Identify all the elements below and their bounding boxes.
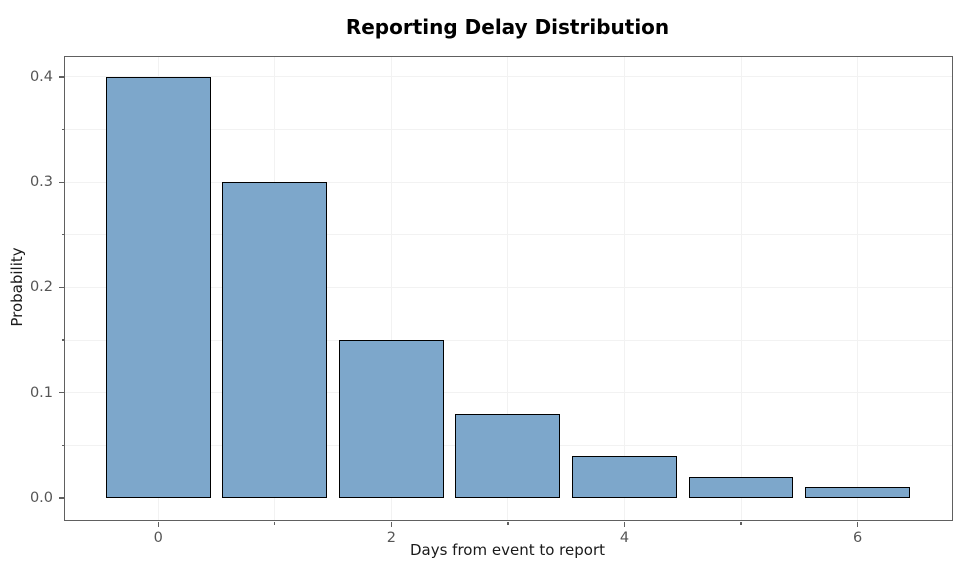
x-tick <box>157 521 159 527</box>
gridline-horizontal <box>65 181 952 183</box>
gridline-horizontal <box>65 392 952 394</box>
y-tick-minor <box>61 128 65 131</box>
gridline-horizontal <box>65 286 952 288</box>
x-tick <box>623 521 626 527</box>
gridline-horizontal <box>65 129 952 131</box>
gridline-horizontal <box>65 234 952 236</box>
x-tick <box>390 521 392 527</box>
plot-area: 0.0 0.1 0.2 0.3 0.4 0 2 4 6 <box>30 56 953 546</box>
gridline-vertical <box>507 57 509 520</box>
x-tick-label: 2 <box>386 530 396 546</box>
x-tick-minor <box>507 521 509 525</box>
y-tick-minor <box>61 234 65 236</box>
gridline-horizontal <box>65 76 952 78</box>
bar <box>455 413 561 498</box>
x-tick-label: 6 <box>852 530 863 546</box>
gridline-horizontal <box>65 339 952 341</box>
gridline-vertical <box>857 57 859 520</box>
bar <box>688 476 794 498</box>
y-tick-label: 0.2 <box>29 279 53 296</box>
y-tick-label: 0.1 <box>29 384 53 401</box>
bar <box>105 76 211 498</box>
bar <box>222 182 328 498</box>
x-tick-minor <box>274 521 276 525</box>
x-tick <box>856 521 859 527</box>
x-tick-label: 4 <box>619 530 630 546</box>
y-tick <box>59 286 64 289</box>
bar <box>338 340 444 498</box>
x-tick-label: 0 <box>153 530 163 546</box>
bar <box>572 455 677 498</box>
y-tick-label: 0.3 <box>29 174 53 191</box>
x-tick-minor <box>740 521 742 525</box>
y-tick <box>59 76 64 78</box>
x-axis-label: Days from event to report <box>409 541 605 559</box>
y-tick <box>59 181 64 183</box>
y-tick-minor <box>61 339 65 341</box>
y-tick-label: 0.0 <box>29 489 53 506</box>
gridline-vertical <box>390 57 392 520</box>
gridline-vertical <box>740 57 742 520</box>
y-tick-label: 0.4 <box>29 68 53 85</box>
y-tick <box>59 392 64 394</box>
bar <box>805 487 911 498</box>
chart-title: Reporting Delay Distribution <box>345 15 670 39</box>
gridline-vertical <box>623 57 625 520</box>
y-tick-minor <box>61 444 65 446</box>
y-tick <box>59 497 64 499</box>
